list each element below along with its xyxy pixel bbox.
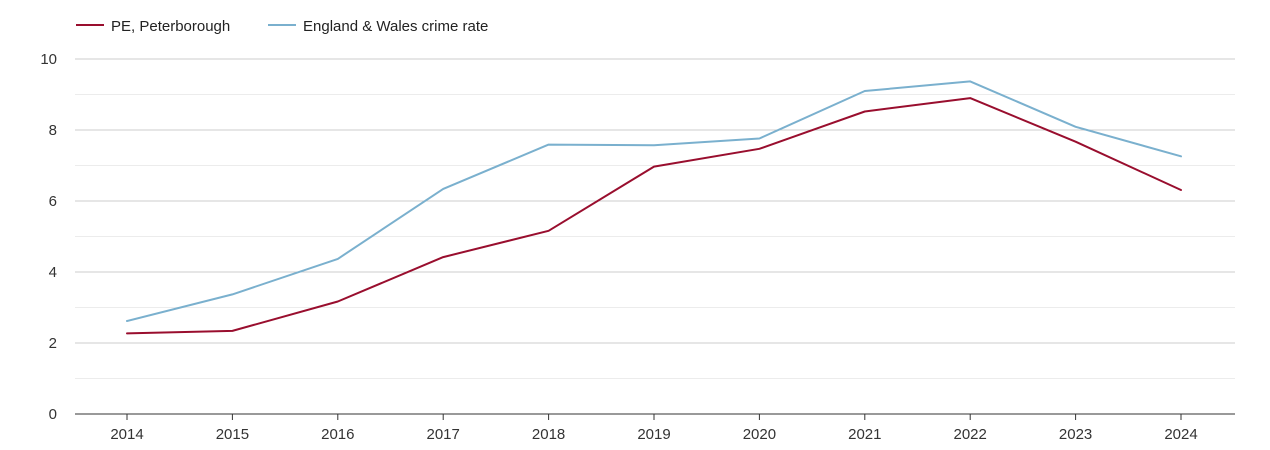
legend-label-england-wales: England & Wales crime rate — [303, 18, 488, 35]
axes: 0 2 4 6 8 10 2014 2015 2016 2017 2018 2019 2020 2021 2… — [40, 51, 1235, 443]
x-tick-label: 2019 — [637, 426, 670, 443]
x-tick-label: 2014 — [110, 426, 143, 443]
legend-item-peterborough[interactable]: PE, Peterborough — [76, 18, 230, 35]
legend-label-peterborough: PE, Peterborough — [111, 18, 230, 35]
x-tick-label: 2017 — [427, 426, 460, 443]
x-tick-label: 2023 — [1059, 426, 1092, 443]
x-tick-label: 2020 — [743, 426, 776, 443]
x-tick-label: 2021 — [848, 426, 881, 443]
series-line-england-wales[interactable] — [126, 80, 1182, 322]
x-tick-label: 2024 — [1164, 426, 1197, 443]
y-tick-label: 0 — [49, 406, 57, 423]
y-tick-label: 2 — [49, 335, 57, 352]
legend-item-england-wales[interactable]: England & Wales crime rate — [268, 18, 488, 35]
x-tick-label: 2015 — [216, 426, 249, 443]
y-tick-label: 6 — [49, 193, 57, 210]
x-tick-label: 2018 — [532, 426, 565, 443]
y-tick-label: 4 — [49, 264, 57, 281]
gridlines — [75, 58, 1235, 379]
series-line-peterborough[interactable] — [126, 97, 1182, 335]
series — [126, 80, 1182, 335]
y-tick-label: 10 — [40, 51, 57, 68]
x-tick-label: 2016 — [321, 426, 354, 443]
y-tick-label: 8 — [49, 122, 57, 139]
x-tick-label: 2022 — [954, 426, 987, 443]
legend: PE, Peterborough England & Wales crime r… — [76, 18, 488, 35]
